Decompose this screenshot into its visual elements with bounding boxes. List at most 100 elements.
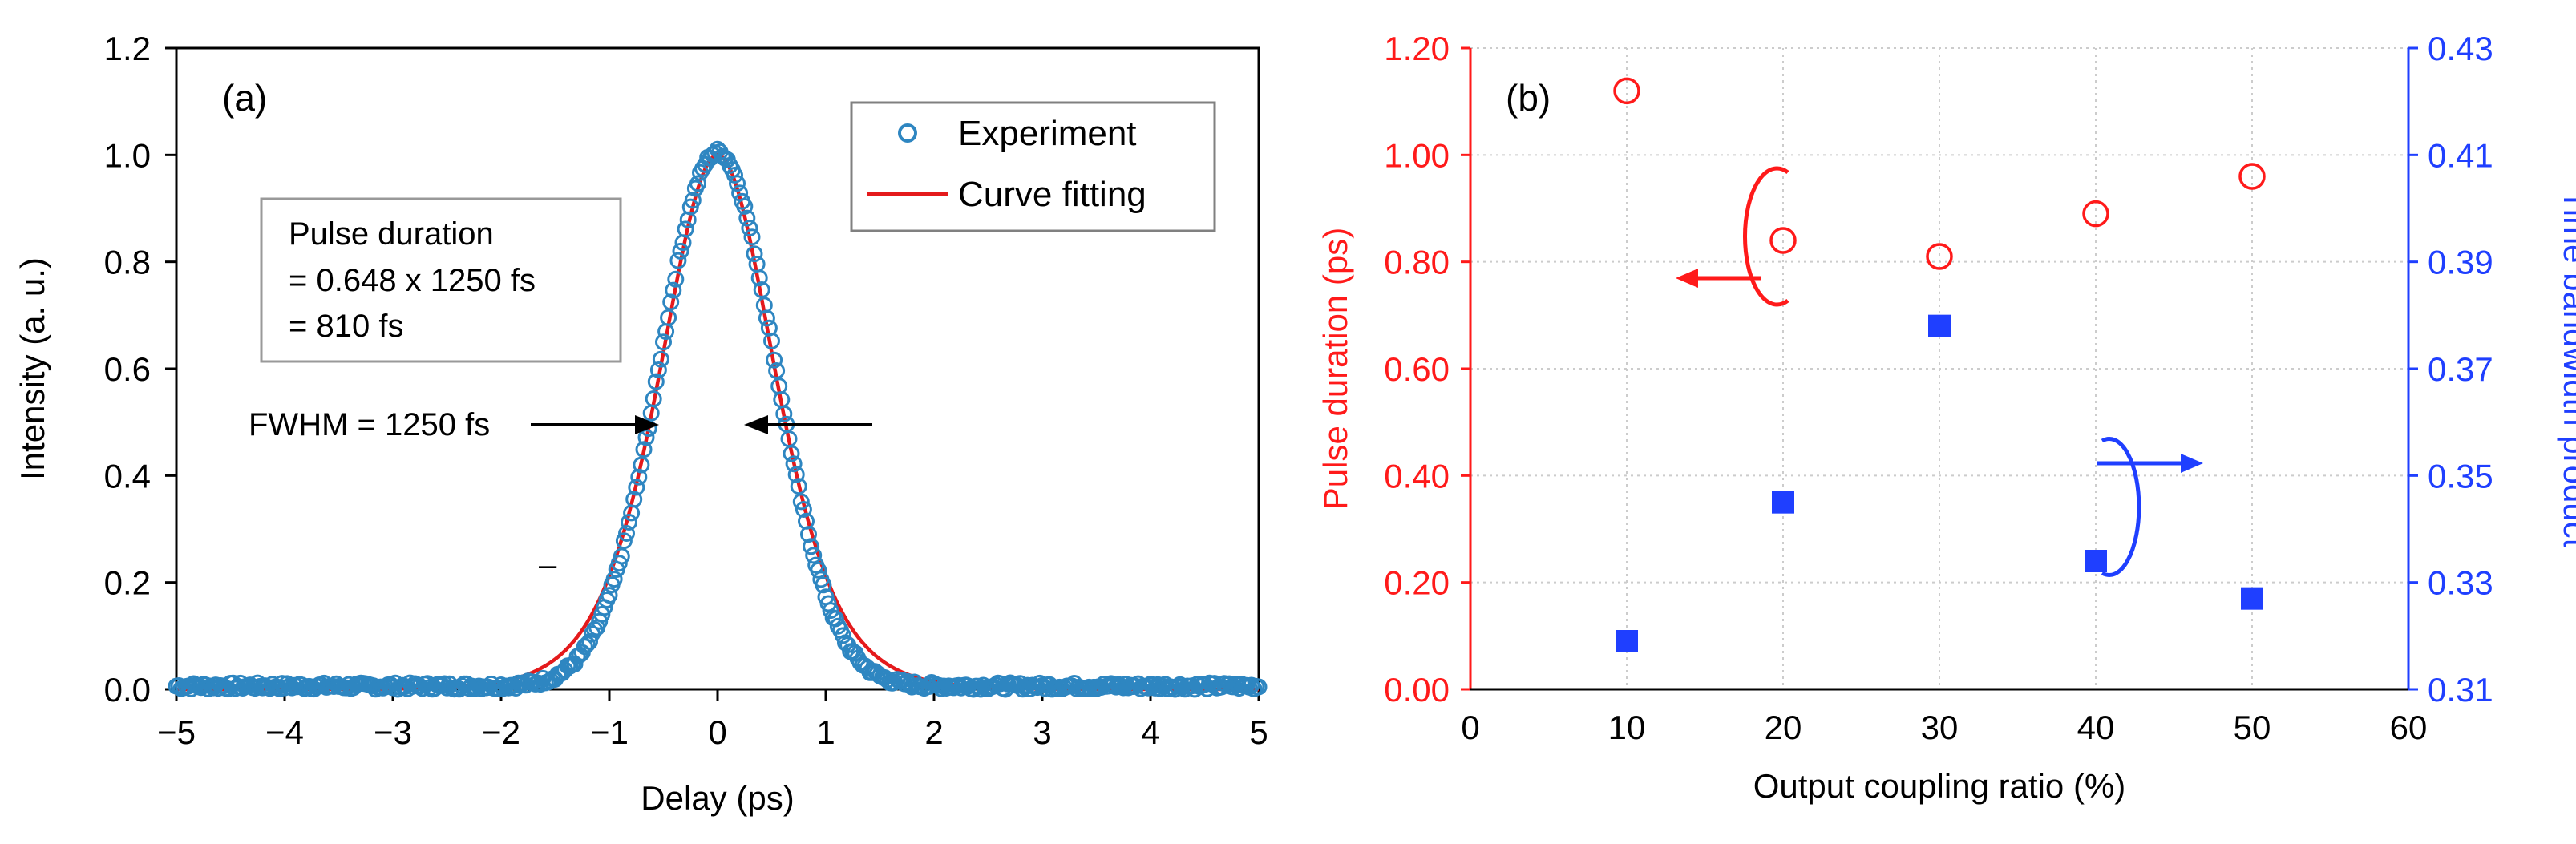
experiment-point — [787, 466, 805, 483]
experiment-point — [783, 445, 800, 462]
x-tick-label: 2 — [924, 713, 943, 751]
x-tick-label: −5 — [157, 713, 196, 751]
pulse-duration-line-3: = 810 fs — [289, 309, 403, 344]
experiment-point — [662, 293, 680, 311]
experiment-point — [822, 602, 839, 620]
blue-arrow-head — [2181, 454, 2203, 473]
x-tick-label: 50 — [2234, 709, 2271, 746]
left-y-tick-label: 0.40 — [1384, 457, 1450, 495]
experiment-point — [672, 242, 689, 260]
panel-b-chart: 0 10 20 30 40 50 60 0.00 0.20 0.40 0.60 0.80 1.00 1.… — [1316, 30, 2576, 805]
experiment-point — [647, 373, 665, 390]
y-tick-label: 0.2 — [104, 564, 151, 602]
experiment-point — [684, 192, 702, 209]
pulse-duration-annotation: Pulse duration = 0.648 x 1250 fs = 810 f… — [260, 197, 622, 363]
experiment-point — [750, 269, 768, 287]
experiment-point — [630, 468, 648, 486]
panel-b-tbp-points — [1616, 314, 2263, 652]
x-tick-label: 5 — [1249, 713, 1268, 751]
experiment-point — [746, 245, 763, 263]
fwhm-right-arrow-head — [744, 415, 768, 434]
x-tick-label: −2 — [482, 713, 520, 751]
panel-a-x-axis-label: Delay (ps) — [641, 779, 794, 817]
x-tick-label: 0 — [708, 713, 726, 751]
pulse-duration-axis-indicator — [1676, 166, 1789, 307]
right-y-tick-label: 0.39 — [2428, 244, 2493, 281]
experiment-point — [792, 493, 810, 511]
experiment-point — [689, 175, 706, 192]
experiment-point — [665, 281, 682, 299]
x-tick-label: 1 — [816, 713, 835, 751]
panel-b-pulse-duration-points — [1613, 77, 2266, 270]
experiment-point — [618, 525, 635, 542]
experiment-point — [766, 351, 783, 369]
experiment-point — [729, 175, 746, 192]
x-tick-label: −3 — [374, 713, 412, 751]
y-tick-label: 0.0 — [104, 671, 151, 709]
pulse-duration-box — [260, 197, 622, 363]
experiment-point — [667, 270, 685, 288]
left-y-tick-label: 1.20 — [1384, 30, 1450, 67]
panel-a-legend-box — [850, 101, 1216, 232]
experiment-point — [1114, 679, 1132, 697]
experiment-point — [605, 571, 623, 588]
x-tick-label: −1 — [590, 713, 629, 751]
experiment-point — [652, 350, 669, 368]
experiment-point — [950, 676, 968, 694]
experiment-point — [835, 627, 851, 644]
pulse-duration-point — [2238, 163, 2266, 190]
experiment-point — [613, 547, 630, 565]
experiment-point — [625, 491, 643, 508]
left-y-tick-label: 1.00 — [1384, 136, 1450, 174]
fwhm-annotation: FWHM = 1250 fs — [249, 407, 872, 442]
pulse-duration-line-1: Pulse duration — [289, 216, 494, 252]
left-y-tick-label: 0.00 — [1384, 671, 1450, 709]
right-y-tick-label: 0.31 — [2428, 671, 2493, 709]
experiment-point — [633, 456, 650, 474]
x-tick-label: 3 — [1033, 713, 1051, 751]
right-y-tick-label: 0.37 — [2428, 350, 2493, 388]
y-tick-label: 1.0 — [104, 136, 151, 174]
x-tick-label: 60 — [2390, 709, 2428, 746]
experiment-point — [815, 576, 832, 594]
panel-a-chart: −5 −4 −3 −2 −1 0 1 2 3 4 5 0.0 0.2 0.4 0.6 0.8 1.0 1.2 (… — [14, 30, 1268, 817]
experiment-point — [726, 167, 743, 184]
experiment-point — [586, 621, 604, 638]
tbp-point — [1616, 630, 1638, 652]
blue-ellipse-arc — [2101, 437, 2141, 577]
panel-b-x-ticks: 0 10 20 30 40 50 60 — [1461, 709, 2427, 746]
x-tick-label: −4 — [265, 713, 304, 751]
experiment-point — [743, 228, 761, 246]
experiment-point — [566, 656, 584, 672]
tbp-point — [2085, 550, 2107, 572]
fwhm-left-arrow-head — [635, 415, 659, 434]
right-y-tick-label: 0.35 — [2428, 457, 2493, 495]
right-y-tick-label: 0.33 — [2428, 564, 2493, 602]
pulse-duration-point — [1769, 227, 1797, 254]
experiment-point — [738, 209, 756, 227]
panel-a-y-ticks: 0.0 0.2 0.4 0.6 0.8 1.0 1.2 — [104, 30, 176, 709]
panel-b-right-y-axis-label: Time bandwidth product — [2557, 190, 2576, 548]
x-tick-label: 4 — [1141, 713, 1159, 751]
x-tick-label: 40 — [2077, 709, 2115, 746]
panel-b-left-y-ticks: 0.00 0.20 0.40 0.60 0.80 1.00 1.20 — [1384, 30, 1470, 709]
pulse-duration-line-2: = 0.648 x 1250 fs — [289, 263, 536, 298]
panel-a-experiment-points — [168, 140, 1268, 698]
panel-a-x-ticks: −5 −4 −3 −2 −1 0 1 2 3 4 5 — [157, 689, 1268, 751]
experiment-point — [753, 281, 770, 298]
experiment-point — [669, 252, 687, 269]
panel-a-legend: Experiment Curve fitting — [850, 101, 1216, 232]
experiment-point — [628, 479, 645, 496]
experiment-point — [1250, 678, 1268, 696]
experiment-point — [615, 532, 633, 550]
experiment-point — [660, 309, 677, 326]
red-ellipse-arc — [1743, 166, 1789, 307]
experiment-point — [790, 478, 807, 495]
x-tick-label: 10 — [1608, 709, 1646, 746]
panel-b-grid — [1470, 47, 2409, 689]
panel-a-y-axis-label: Intensity (a. u.) — [14, 257, 51, 480]
experiment-point — [805, 547, 823, 564]
panel-b-label: (b) — [1506, 77, 1551, 119]
experiment-point — [601, 587, 618, 604]
left-y-tick-label: 0.60 — [1384, 350, 1450, 388]
